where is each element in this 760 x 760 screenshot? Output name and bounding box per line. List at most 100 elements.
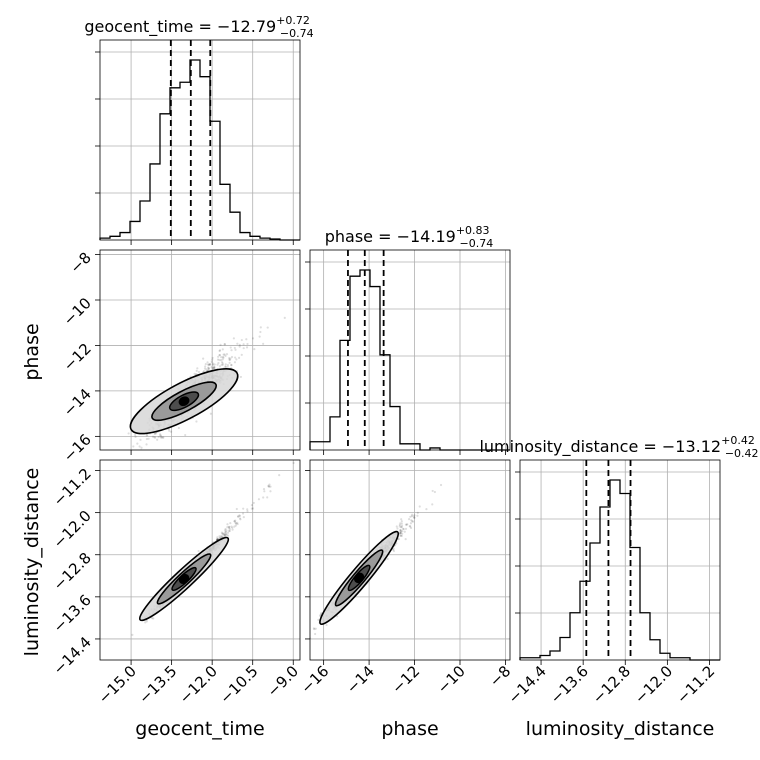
sample-point xyxy=(225,533,228,536)
sample-point xyxy=(267,484,270,487)
sample-point xyxy=(228,358,231,362)
sample-point xyxy=(206,361,209,364)
sample-point xyxy=(169,430,173,433)
sample-point xyxy=(313,627,316,631)
sample-point xyxy=(140,446,143,449)
sample-point xyxy=(207,366,210,369)
sample-point xyxy=(224,363,227,366)
contour-peak xyxy=(178,573,190,585)
sample-point xyxy=(177,426,180,430)
sample-point xyxy=(213,366,216,369)
sample-point xyxy=(401,527,405,530)
sample-point xyxy=(245,346,249,349)
sample-point xyxy=(161,436,164,439)
sample-point xyxy=(202,369,206,373)
sample-point xyxy=(211,367,214,370)
sample-point xyxy=(217,361,220,365)
sample-point xyxy=(278,474,281,477)
sample-point xyxy=(230,364,233,367)
ylabel-phase: phase xyxy=(21,323,43,380)
sample-point xyxy=(229,521,232,525)
sample-point xyxy=(269,490,272,493)
sample-point xyxy=(154,436,157,439)
sample-point xyxy=(153,432,156,435)
sample-point xyxy=(216,536,219,539)
histogram-geocent_time xyxy=(99,59,300,241)
sample-point xyxy=(221,532,224,536)
sample-point xyxy=(218,365,222,368)
frame-geocent_time-luminosity_distance xyxy=(99,459,301,661)
sample-point xyxy=(320,611,323,615)
sample-point xyxy=(225,352,229,356)
sample-point xyxy=(162,436,165,439)
sample-point xyxy=(193,372,196,376)
sample-point xyxy=(238,343,241,346)
sample-point xyxy=(228,527,231,531)
tick-label-luminosity_distance: −13.6 xyxy=(547,662,592,707)
sample-point xyxy=(221,362,224,365)
sample-point xyxy=(230,525,233,528)
sample-point xyxy=(223,353,226,356)
sample-point xyxy=(266,326,269,329)
sample-point xyxy=(219,535,223,538)
sample-point xyxy=(239,518,242,521)
sample-point xyxy=(152,617,155,620)
sample-point xyxy=(213,363,216,366)
sample-point xyxy=(228,358,231,361)
sample-point xyxy=(241,512,245,515)
sample-point xyxy=(433,490,436,494)
sample-point xyxy=(235,522,238,525)
sample-point xyxy=(230,349,233,352)
sample-point xyxy=(233,520,236,523)
sample-point xyxy=(224,530,228,533)
sample-point xyxy=(221,361,224,364)
sample-point xyxy=(211,358,214,361)
sample-point xyxy=(399,528,402,532)
sample-point xyxy=(239,375,243,379)
tick-label-luminosity_distance: −12.0 xyxy=(631,662,676,707)
sample-point xyxy=(209,412,212,415)
sample-point xyxy=(231,528,234,531)
sample-point xyxy=(168,429,171,432)
sample-point xyxy=(221,355,225,359)
sample-point xyxy=(431,489,434,493)
sample-point xyxy=(223,535,226,538)
sample-point xyxy=(400,526,403,529)
panel-geocent_time-luminosity_distance xyxy=(131,453,303,636)
sample-point xyxy=(242,343,245,346)
title-geocent_time-sub: −0.74 xyxy=(280,27,314,40)
sample-point xyxy=(411,520,415,523)
sample-point xyxy=(230,355,234,359)
sample-point xyxy=(266,496,269,499)
sample-point xyxy=(216,538,219,541)
sample-point xyxy=(221,532,224,535)
sample-point xyxy=(242,516,245,519)
sample-point xyxy=(226,526,229,529)
sample-point xyxy=(399,531,402,534)
sample-point xyxy=(229,357,232,360)
sample-point xyxy=(336,615,339,618)
sample-point xyxy=(217,355,220,358)
sample-point xyxy=(145,443,148,446)
sample-point xyxy=(207,367,210,370)
tick-label-luminosity_distance: −13.6 xyxy=(50,591,95,636)
sample-point xyxy=(233,525,236,528)
ylabel-luminosity_distance: luminosity_distance xyxy=(21,468,43,657)
sample-point xyxy=(301,453,303,455)
sample-point xyxy=(211,356,214,360)
sample-point xyxy=(160,436,163,439)
sample-point xyxy=(224,527,227,531)
tick-label-luminosity_distance: −14.4 xyxy=(505,662,550,707)
sample-point xyxy=(208,363,212,366)
sample-point xyxy=(224,531,227,534)
sample-point xyxy=(159,434,162,437)
sample-point xyxy=(250,503,254,507)
sample-point xyxy=(400,518,403,521)
sample-point xyxy=(242,507,245,510)
sample-point xyxy=(253,348,256,351)
sample-point xyxy=(268,485,271,488)
sample-point xyxy=(131,633,134,636)
sample-point xyxy=(409,526,413,530)
sample-point xyxy=(228,525,231,529)
sample-point xyxy=(218,535,221,538)
